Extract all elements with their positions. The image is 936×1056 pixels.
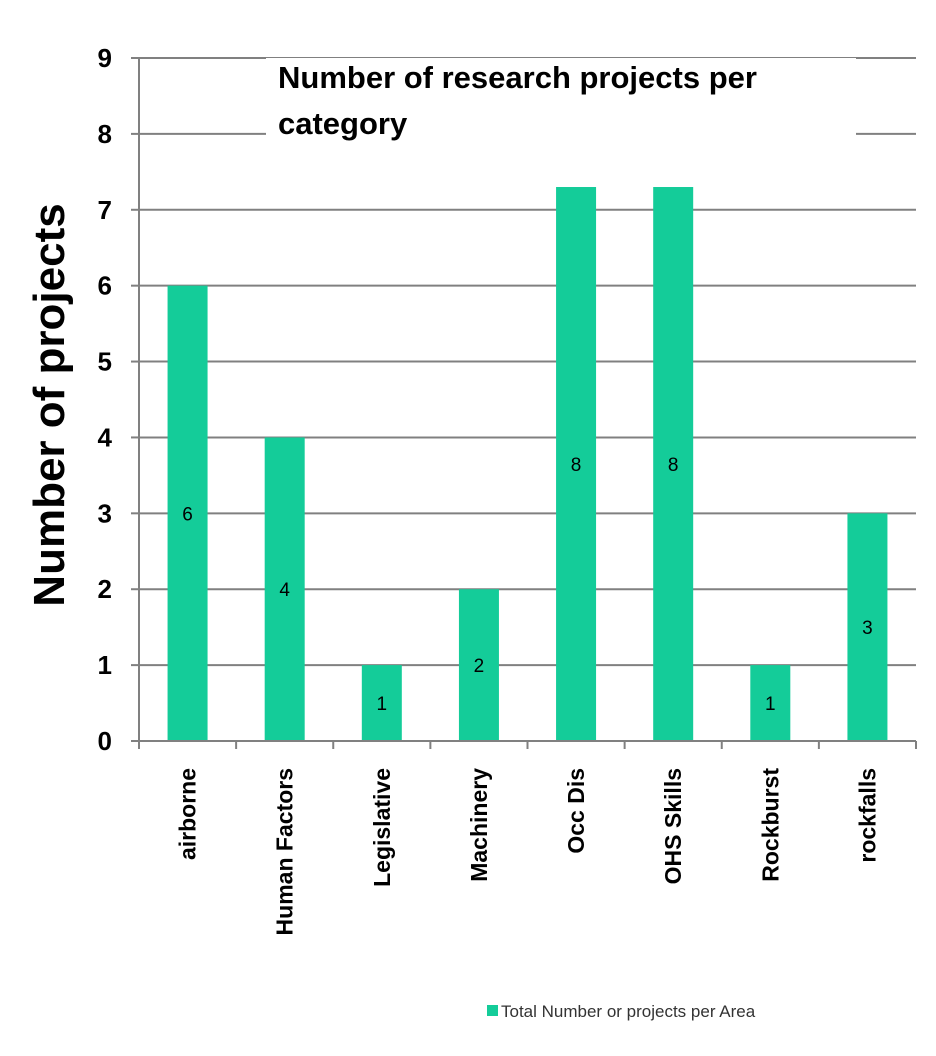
data-label: 8 [571, 455, 582, 476]
x-tick-label: Machinery [466, 768, 492, 882]
data-label: 6 [182, 504, 193, 525]
x-tick-label: Rockburst [757, 768, 783, 882]
legend-swatch [487, 1005, 498, 1016]
x-tick-label: Legislative [369, 768, 395, 887]
y-axis-label: Number of projects [25, 203, 74, 606]
data-label: 3 [862, 618, 873, 639]
chart-title-line-1: Number of research projects per [278, 60, 757, 95]
y-tick-label: 8 [98, 119, 112, 149]
bar [847, 513, 888, 741]
y-tick-label: 9 [98, 43, 112, 73]
bar [750, 665, 791, 741]
gridlines [138, 57, 916, 741]
legend-label: Total Number or projects per Area [501, 1002, 756, 1021]
data-label: 1 [765, 694, 776, 715]
y-tick-label: 0 [98, 726, 112, 756]
y-tick-label: 6 [98, 271, 112, 301]
chart-title-line-2: category [278, 106, 408, 141]
x-tick-label: Human Factors [272, 768, 298, 935]
data-label: 2 [474, 656, 485, 677]
bars [167, 187, 888, 741]
x-tick-label: rockfalls [854, 768, 880, 863]
data-label: 8 [668, 455, 679, 476]
bar [556, 187, 597, 741]
y-tick-label: 4 [98, 422, 113, 452]
y-tick-label: 5 [98, 347, 112, 377]
x-tick-label: OHS Skills [660, 768, 686, 884]
legend: Total Number or projects per Area [487, 1002, 756, 1021]
y-tick-label: 7 [98, 195, 112, 225]
y-tick-label: 2 [98, 574, 112, 604]
bar [264, 437, 305, 741]
category-labels: airborne Human Factors Legislative Machiner… [175, 768, 881, 936]
y-axis-ticks: 0 1 2 3 4 5 6 7 8 9 [98, 43, 139, 756]
bar [458, 589, 499, 741]
bar [167, 285, 208, 741]
y-tick-label: 1 [98, 650, 112, 680]
bar [361, 665, 402, 741]
x-tick-label: airborne [175, 768, 201, 860]
x-tick-label: Occ Dis [563, 768, 589, 854]
x-axis [138, 740, 917, 749]
data-label: 1 [377, 694, 388, 715]
chart-title: Number of research projects per category [266, 58, 856, 156]
bar [653, 187, 694, 741]
y-tick-label: 3 [98, 498, 112, 528]
data-label: 4 [279, 580, 290, 601]
data-labels: 6 4 1 2 8 8 1 3 [182, 455, 872, 715]
